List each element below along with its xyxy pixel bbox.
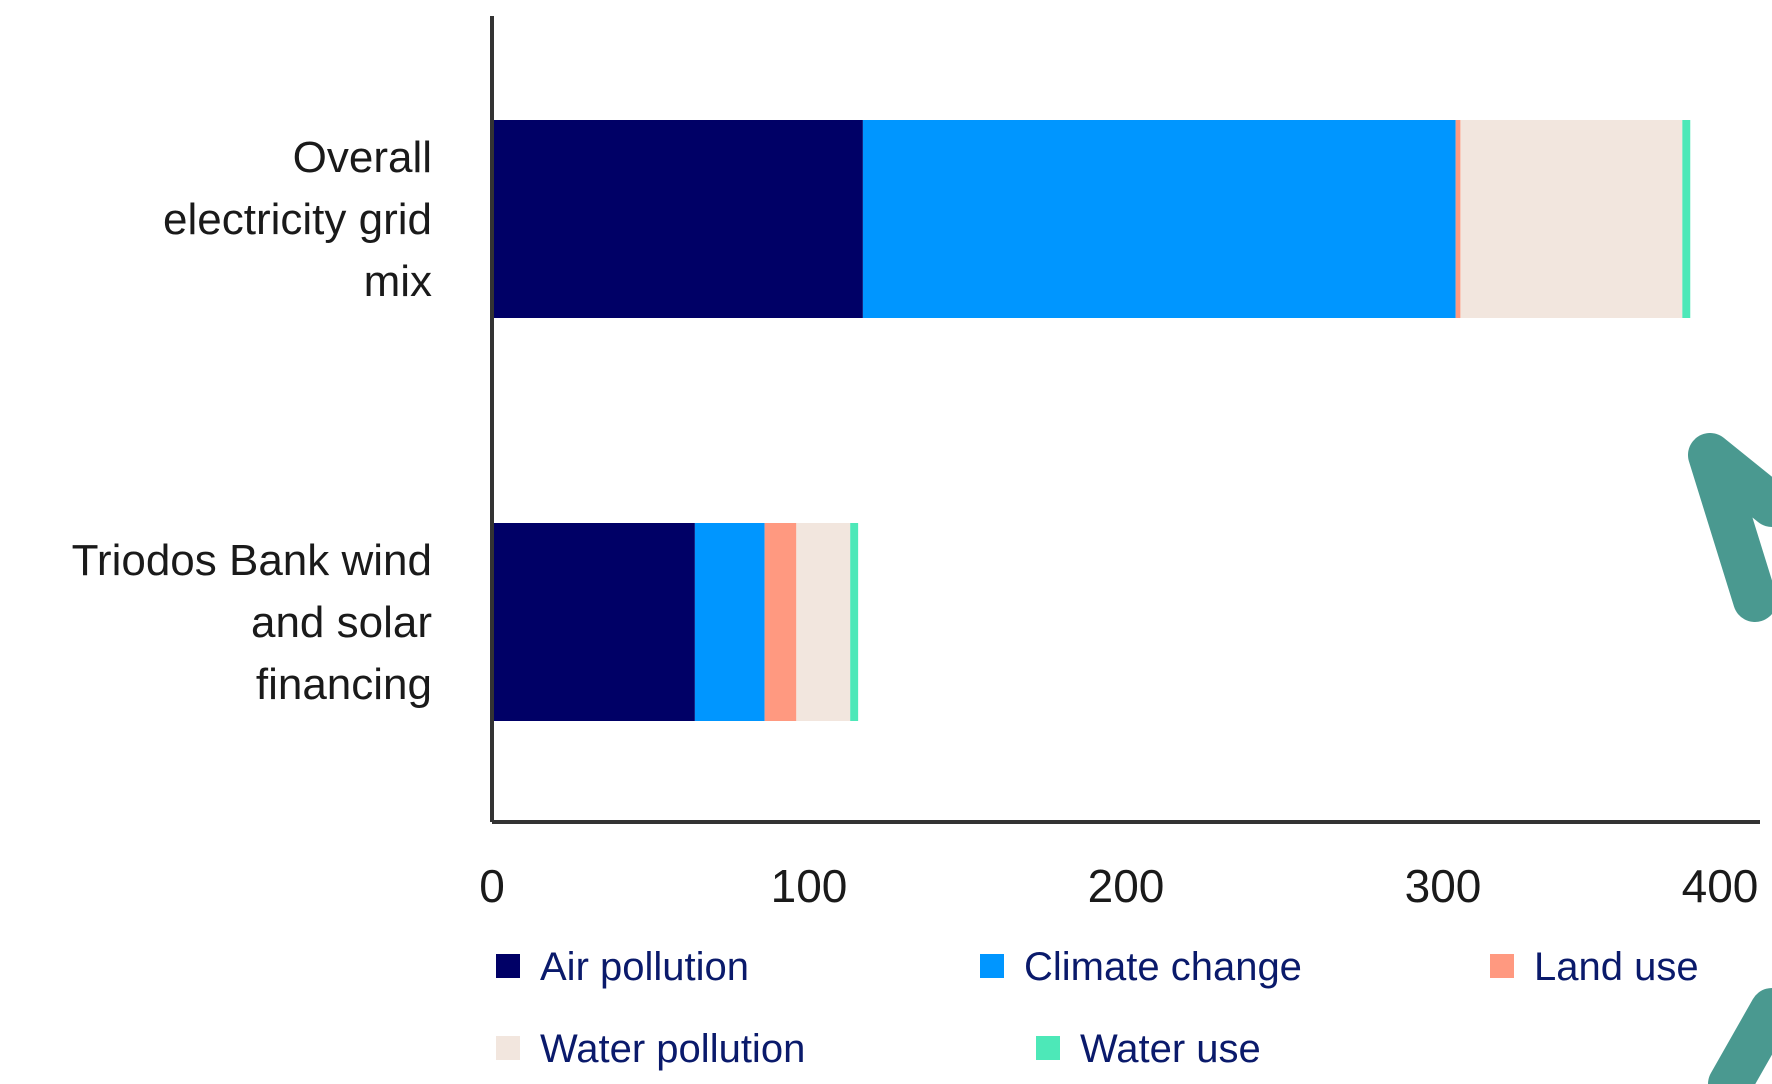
arrow-upper-stroke bbox=[1688, 433, 1772, 622]
bar-segment-1-1 bbox=[694, 523, 765, 721]
legend: Air pollution Climate change Land use Water… bbox=[496, 945, 1699, 1071]
legend-swatch bbox=[496, 1036, 520, 1060]
category-label-line: electricity grid bbox=[163, 195, 432, 244]
legend-swatch bbox=[1036, 1036, 1060, 1060]
category-labels: Overall electricity grid mix Triodos Bank w… bbox=[72, 133, 432, 709]
decorative-arrow bbox=[1688, 433, 1772, 1084]
x-tick-label: 100 bbox=[771, 860, 848, 912]
legend-label: Water use bbox=[1080, 1027, 1261, 1071]
bar-segment-0-4 bbox=[1682, 120, 1691, 318]
category-label-line: Triodos Bank wind bbox=[72, 536, 432, 585]
x-tick-label: 0 bbox=[479, 860, 505, 912]
x-tick-labels: 0 100 200 300 400 bbox=[479, 860, 1758, 912]
bar-segment-1-0 bbox=[492, 523, 695, 721]
legend-swatch bbox=[980, 954, 1004, 978]
bar-segment-1-4 bbox=[850, 523, 859, 721]
category-label-line: financing bbox=[256, 660, 432, 709]
x-tick-label: 300 bbox=[1405, 860, 1482, 912]
bar-segment-1-2 bbox=[764, 523, 797, 721]
bar-segment-0-1 bbox=[862, 120, 1456, 318]
axes-layer bbox=[490, 16, 1760, 824]
legend-swatch bbox=[1490, 954, 1514, 978]
legend-label: Water pollution bbox=[540, 1027, 805, 1071]
category-label-line: mix bbox=[364, 257, 432, 306]
bar-segment-0-0 bbox=[492, 120, 863, 318]
x-tick-label: 400 bbox=[1682, 860, 1759, 912]
x-tick-label: 200 bbox=[1088, 860, 1165, 912]
bar-segment-0-2 bbox=[1455, 120, 1461, 318]
legend-label: Land use bbox=[1534, 945, 1699, 989]
bar-segment-1-3 bbox=[796, 523, 851, 721]
arrow-lower-stroke bbox=[1708, 988, 1772, 1084]
legend-label: Climate change bbox=[1024, 945, 1302, 989]
category-label-line: Overall bbox=[293, 133, 432, 182]
legend-label: Air pollution bbox=[540, 945, 749, 989]
bar-segment-0-3 bbox=[1460, 120, 1683, 318]
legend-swatch bbox=[496, 954, 520, 978]
category-label-line: and solar bbox=[251, 598, 432, 647]
bars-layer bbox=[492, 120, 1691, 721]
